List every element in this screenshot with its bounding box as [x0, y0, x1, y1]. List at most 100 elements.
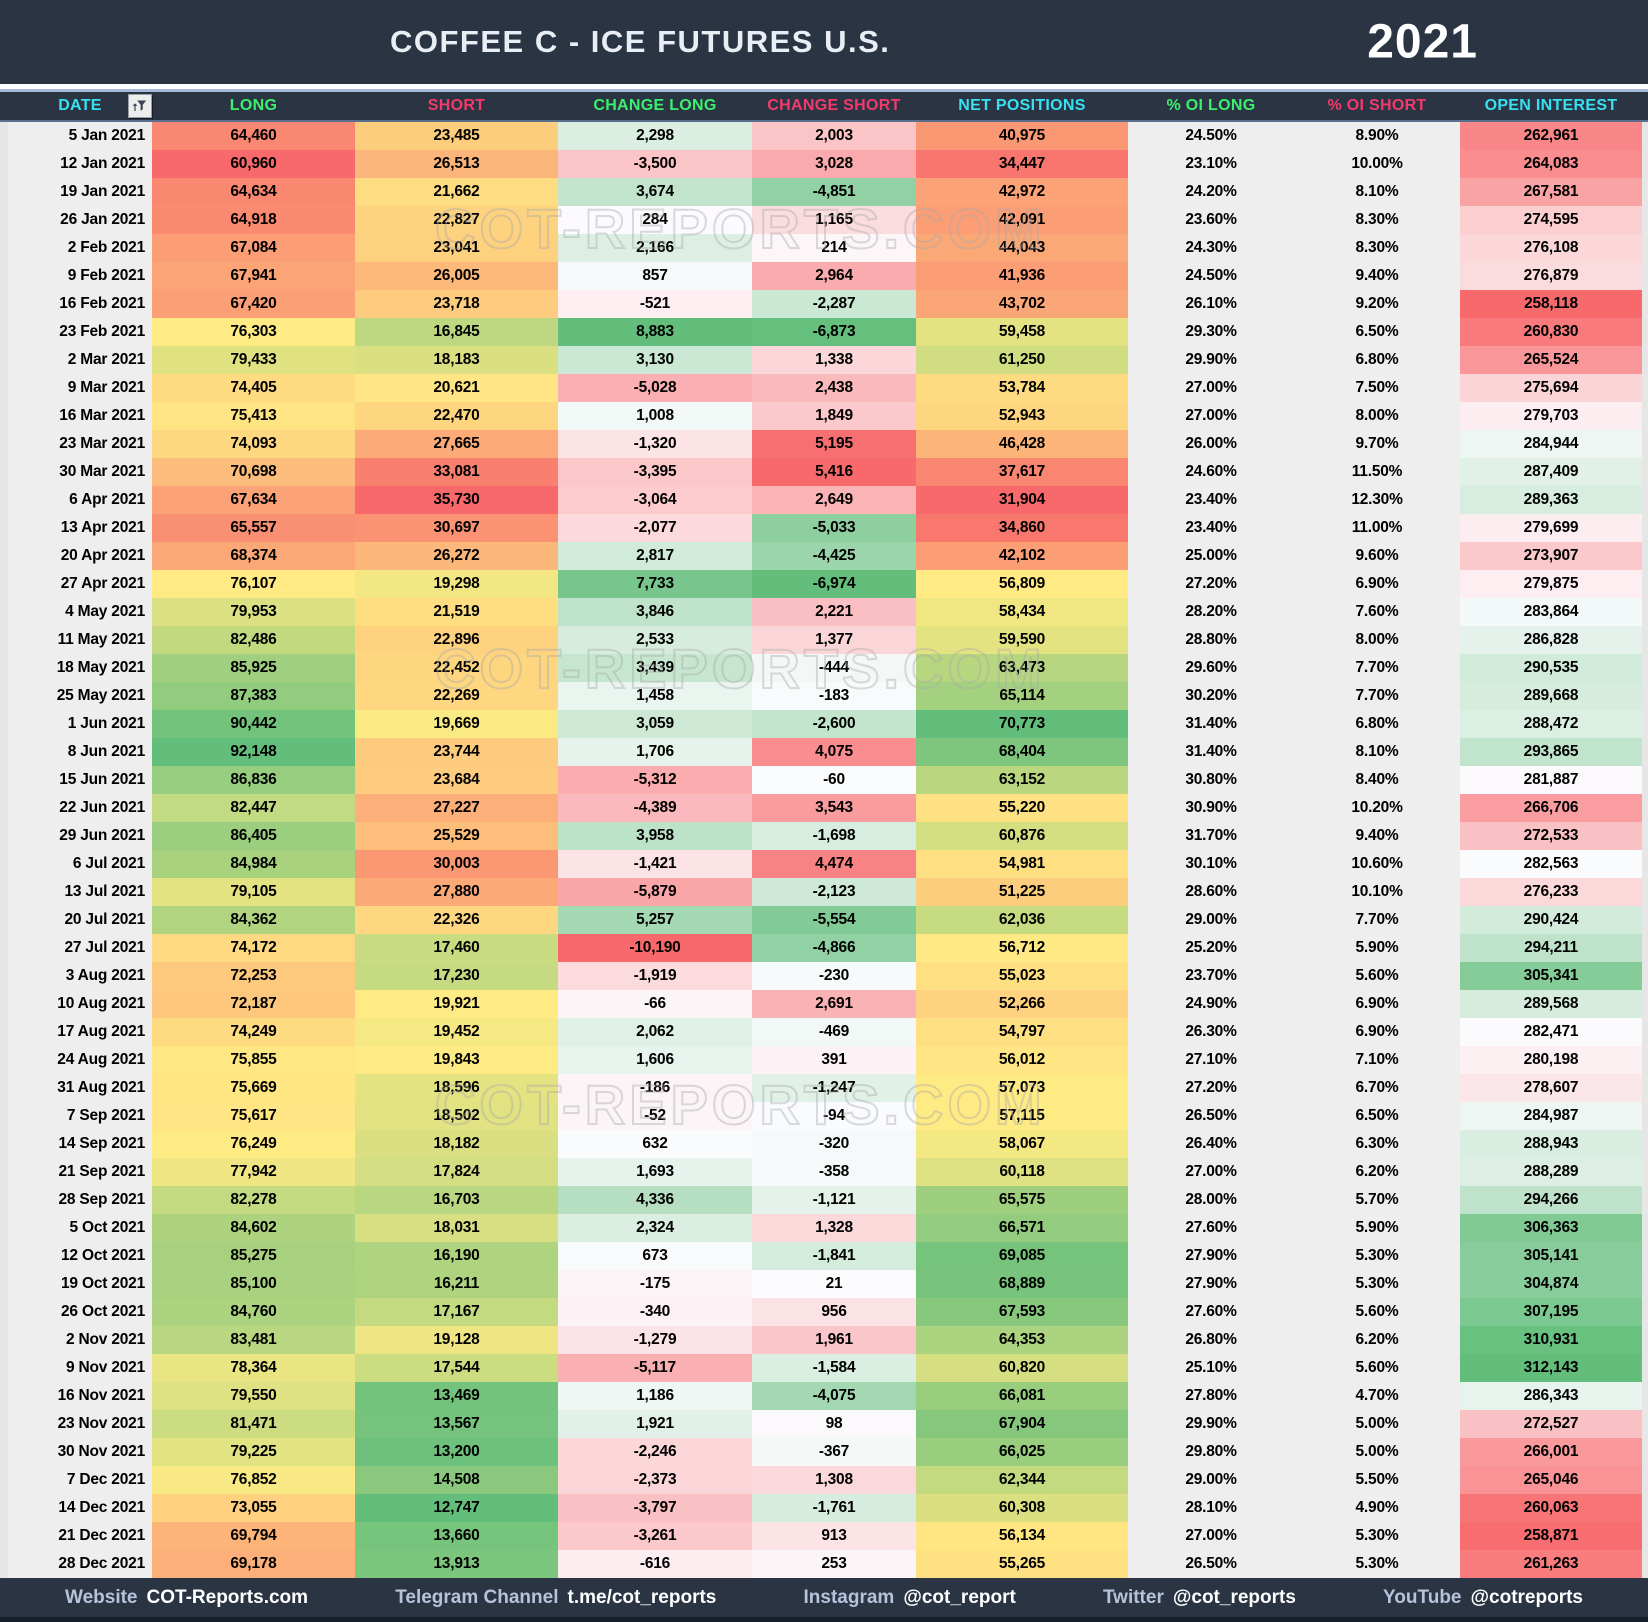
gutter-left: [0, 1074, 8, 1102]
cell-open_interest: 294,266: [1460, 1186, 1642, 1214]
cell-change_long: -2,246: [558, 1438, 752, 1466]
cell-oi_long: 26.10%: [1128, 290, 1294, 318]
footer-item-label: Twitter: [1102, 1586, 1164, 1608]
gutter-right: [1642, 402, 1648, 430]
cell-oi_long: 27.80%: [1128, 1382, 1294, 1410]
cell-net_positions: 63,152: [916, 766, 1128, 794]
divider-white: [0, 84, 1648, 89]
cell-date: 23 Feb 2021: [8, 318, 152, 346]
cell-change_short: -1,698: [752, 822, 916, 850]
cell-change_short: 1,308: [752, 1466, 916, 1494]
cell-change_short: 3,028: [752, 150, 916, 178]
cell-oi_long: 27.90%: [1128, 1242, 1294, 1270]
cell-date: 30 Nov 2021: [8, 1438, 152, 1466]
cell-change_short: 956: [752, 1298, 916, 1326]
cell-net_positions: 69,085: [916, 1242, 1128, 1270]
cell-change_long: -4,389: [558, 794, 752, 822]
column-header-label: OPEN INTEREST: [1484, 97, 1618, 114]
cell-date: 3 Aug 2021: [8, 962, 152, 990]
cell-open_interest: 275,694: [1460, 374, 1642, 402]
table-row: 27 Apr 2021 76,107 19,298 7,733 -6,974 56,809…: [0, 570, 1648, 598]
gutter-left: [0, 290, 8, 318]
cell-change_long: 3,059: [558, 710, 752, 738]
gutter-right: [1642, 1270, 1648, 1298]
table-row: 2 Nov 2021 83,481 19,128 -1,279 1,961 64,353 2…: [0, 1326, 1648, 1354]
cell-open_interest: 264,083: [1460, 150, 1642, 178]
gutter-right: [1642, 374, 1648, 402]
gutter-right: [1642, 962, 1648, 990]
cell-change_long: 284: [558, 206, 752, 234]
cell-change_long: -175: [558, 1270, 752, 1298]
cell-oi_short: 9.40%: [1294, 822, 1460, 850]
cell-change_short: 1,961: [752, 1326, 916, 1354]
table-row: 13 Jul 2021 79,105 27,880 -5,879 -2,123 51,22…: [0, 878, 1648, 906]
date-filter-button[interactable]: [128, 94, 152, 118]
gutter-left: [0, 1382, 8, 1410]
table-row: 31 Aug 2021 75,669 18,596 -186 -1,247 57,073 2…: [0, 1074, 1648, 1102]
cell-date: 14 Sep 2021: [8, 1130, 152, 1158]
cell-long: 84,362: [152, 906, 355, 934]
gutter-left: [0, 346, 8, 374]
gutter-right: [1642, 486, 1648, 514]
cell-change_short: -444: [752, 654, 916, 682]
cell-long: 72,187: [152, 990, 355, 1018]
gutter-left: [0, 1354, 8, 1382]
cell-date: 30 Mar 2021: [8, 458, 152, 486]
gutter-left: [0, 1242, 8, 1270]
cell-short: 27,227: [355, 794, 558, 822]
column-header-open_interest: OPEN INTEREST: [1460, 92, 1642, 120]
cell-oi_long: 29.00%: [1128, 1466, 1294, 1494]
cell-change_long: -66: [558, 990, 752, 1018]
cell-net_positions: 44,043: [916, 234, 1128, 262]
cell-change_long: -340: [558, 1298, 752, 1326]
gutter-left: [0, 1102, 8, 1130]
cell-oi_short: 5.30%: [1294, 1270, 1460, 1298]
cell-oi_short: 12.30%: [1294, 486, 1460, 514]
cell-date: 16 Feb 2021: [8, 290, 152, 318]
cell-change_long: 1,693: [558, 1158, 752, 1186]
cell-oi_long: 26.50%: [1128, 1102, 1294, 1130]
footer-item-telegram-channel: Telegram Channel t.me/cot_reports: [395, 1587, 716, 1609]
cell-net_positions: 57,073: [916, 1074, 1128, 1102]
gutter-left: [0, 626, 8, 654]
cell-long: 67,634: [152, 486, 355, 514]
table-row: 1 Jun 2021 90,442 19,669 3,059 -2,600 70,773 3…: [0, 710, 1648, 738]
cell-oi_long: 23.40%: [1128, 514, 1294, 542]
footer-item-label: Telegram Channel: [395, 1586, 559, 1608]
cell-long: 82,278: [152, 1186, 355, 1214]
table-row: 28 Sep 2021 82,278 16,703 4,336 -1,121 65,575…: [0, 1186, 1648, 1214]
gutter-right: [1642, 570, 1648, 598]
cell-date: 27 Jul 2021: [8, 934, 152, 962]
cell-long: 64,918: [152, 206, 355, 234]
cell-change_long: 3,846: [558, 598, 752, 626]
cell-long: 73,055: [152, 1494, 355, 1522]
cell-net_positions: 41,936: [916, 262, 1128, 290]
cell-oi_short: 8.10%: [1294, 738, 1460, 766]
cell-short: 22,326: [355, 906, 558, 934]
cell-oi_short: 5.60%: [1294, 1298, 1460, 1326]
cell-date: 26 Jan 2021: [8, 206, 152, 234]
table-row: 3 Aug 2021 72,253 17,230 -1,919 -230 55,023 23…: [0, 962, 1648, 990]
gutter-right: [1642, 1354, 1648, 1382]
cell-long: 74,249: [152, 1018, 355, 1046]
table-row: 8 Jun 2021 92,148 23,744 1,706 4,075 68,404 31…: [0, 738, 1648, 766]
cell-change_short: 2,964: [752, 262, 916, 290]
cell-date: 7 Sep 2021: [8, 1102, 152, 1130]
cell-oi_short: 5.30%: [1294, 1522, 1460, 1550]
cell-open_interest: 288,289: [1460, 1158, 1642, 1186]
cell-long: 90,442: [152, 710, 355, 738]
cell-change_short: 4,075: [752, 738, 916, 766]
cell-change_short: -1,121: [752, 1186, 916, 1214]
cell-oi_long: 25.10%: [1128, 1354, 1294, 1382]
cell-net_positions: 56,712: [916, 934, 1128, 962]
cell-change_long: -1,421: [558, 850, 752, 878]
gutter-right: [1642, 430, 1648, 458]
cell-oi_long: 27.00%: [1128, 374, 1294, 402]
table-row: 27 Jul 2021 74,172 17,460 -10,190 -4,866 56,7…: [0, 934, 1648, 962]
cell-oi_long: 24.20%: [1128, 178, 1294, 206]
cell-open_interest: 279,703: [1460, 402, 1642, 430]
cell-change_long: 2,817: [558, 542, 752, 570]
cell-date: 5 Oct 2021: [8, 1214, 152, 1242]
cell-open_interest: 293,865: [1460, 738, 1642, 766]
cell-change_short: 98: [752, 1410, 916, 1438]
